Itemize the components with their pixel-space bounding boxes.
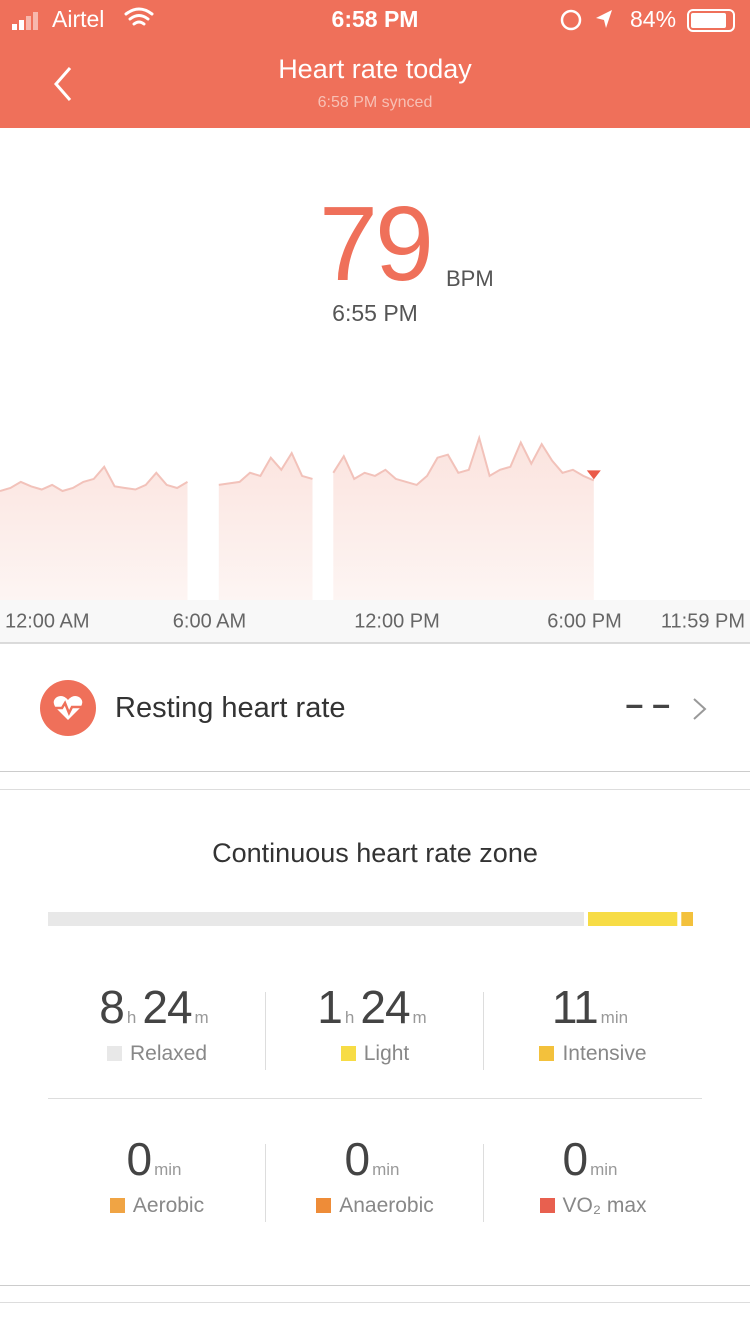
- zone-number: 11: [551, 981, 599, 1033]
- zone-unit: min: [590, 1160, 618, 1179]
- zone-unit: h: [126, 1008, 137, 1027]
- zone-swatch: [539, 1046, 555, 1061]
- heart-rate-line: [0, 434, 595, 493]
- zone-value: 11 min: [484, 980, 702, 1034]
- zones-title: Continuous heart rate zone: [212, 838, 538, 868]
- zone-value: 0 min: [48, 1132, 266, 1186]
- area-fill: [0, 438, 594, 600]
- zone-number: 1: [317, 981, 343, 1033]
- clock: 6:58 PM: [331, 6, 419, 32]
- zone-grid: 8 h 24 m Relaxed 1 h 24 m Light 11 min Intensive 0 min…: [48, 980, 702, 1240]
- signal-bar: [26, 16, 31, 30]
- current-marker: [586, 470, 601, 480]
- zone-value: 1 h 24 m: [266, 980, 484, 1034]
- zone-number: 0: [562, 1133, 589, 1185]
- battery-text: 84%: [630, 6, 677, 32]
- zone-label-row: VO₂ max: [484, 1194, 702, 1218]
- battery-icon: [687, 9, 735, 32]
- separator: [0, 1302, 750, 1303]
- zone-cell: 8 h 24 m Relaxed: [48, 980, 266, 1066]
- header-bar: Airtel 6:58 PM 84% Heart rate today 6:58…: [0, 0, 750, 128]
- zone-swatch: [109, 1198, 125, 1213]
- zone-label: Intensive: [562, 1042, 647, 1065]
- zone-cell: 11 min Intensive: [484, 980, 702, 1066]
- status-icons: [12, 7, 735, 101]
- zone-cell: 0 min VO₂ max: [484, 1132, 702, 1218]
- resting-value: – –: [625, 686, 670, 722]
- zone-swatch: [316, 1198, 332, 1213]
- current-bpm: 79: [319, 185, 434, 303]
- zone-swatch: [106, 1046, 122, 1061]
- zone-label: Relaxed: [129, 1042, 208, 1065]
- divider: [483, 992, 484, 1070]
- zone-label-row: Relaxed: [48, 1042, 266, 1066]
- zone-unit: min: [372, 1160, 400, 1179]
- x-tick-label: 12:00 PM: [354, 610, 440, 632]
- divider: [265, 992, 266, 1070]
- location-icon: [596, 10, 612, 28]
- resting-icon: [40, 680, 96, 736]
- x-tick-label: 6:00 AM: [173, 610, 246, 632]
- zone-segment: [588, 912, 678, 926]
- zone-cell: 1 h 24 m Light: [266, 980, 484, 1066]
- signal-bar: [12, 24, 17, 30]
- zone-unit: m: [412, 1008, 427, 1027]
- resting-label: Resting heart rate: [115, 692, 346, 724]
- x-tick-label: 11:59 PM: [661, 610, 745, 632]
- page-title: Heart rate today: [278, 54, 472, 84]
- heart-rate-chart: 12:00 AM 6:00 AM 12:00 PM 6:00 PM 11:59 PM: [0, 434, 750, 644]
- zone-unit: h: [344, 1008, 355, 1027]
- zone-label: VO₂ max: [562, 1194, 647, 1217]
- zone-value: 0 min: [484, 1132, 702, 1186]
- separator: [0, 789, 750, 790]
- reading-time: 6:55 PM: [332, 300, 418, 326]
- signal-bar: [19, 20, 24, 30]
- back-button[interactable]: [54, 67, 72, 101]
- zone-value: 8 h 24 m: [48, 980, 266, 1034]
- zone-cell: 0 min Anaerobic: [266, 1132, 484, 1218]
- zone-unit: m: [194, 1008, 209, 1027]
- divider: [265, 1144, 266, 1222]
- separator: [0, 1285, 750, 1286]
- zone-value: 0 min: [266, 1132, 484, 1186]
- x-tick-label: 12:00 AM: [5, 610, 90, 632]
- zone-swatch: [539, 1198, 555, 1213]
- divider: [483, 1144, 484, 1222]
- battery-level: [691, 13, 726, 28]
- zone-segment: [681, 912, 693, 926]
- axis-band: [0, 600, 750, 643]
- zone-label: Aerobic: [132, 1194, 205, 1217]
- zone-segment: [48, 912, 584, 926]
- zone-number: 8: [99, 981, 125, 1033]
- zone-bar: [48, 912, 693, 926]
- zone-label-row: Intensive: [484, 1042, 702, 1066]
- zone-number: 24: [142, 981, 192, 1033]
- zone-cell: 0 min Aerobic: [48, 1132, 266, 1218]
- signal-bar: [33, 12, 38, 30]
- zone-unit: min: [154, 1160, 182, 1179]
- zone-unit: min: [600, 1008, 629, 1027]
- chevron: [693, 698, 707, 720]
- zone-label: Light: [363, 1042, 410, 1065]
- zone-label-row: Light: [266, 1042, 484, 1066]
- resting-row[interactable]: Resting heart rate – –: [0, 644, 750, 772]
- zone-swatch: [340, 1046, 356, 1061]
- divider: [48, 1098, 702, 1099]
- zone-label: Anaerobic: [339, 1194, 434, 1217]
- sync-status: 6:58 PM synced: [317, 94, 433, 111]
- lock-icon: [560, 9, 582, 31]
- wifi-icon: [124, 7, 154, 26]
- zone-number: 24: [360, 981, 410, 1033]
- zone-number: 0: [344, 1133, 371, 1185]
- zone-label-row: Aerobic: [48, 1194, 266, 1218]
- x-tick-label: 6:00 PM: [547, 610, 621, 632]
- zone-number: 0: [126, 1133, 153, 1185]
- bpm-unit: BPM: [446, 266, 494, 291]
- zone-label-row: Anaerobic: [266, 1194, 484, 1218]
- carrier: Airtel: [52, 6, 105, 32]
